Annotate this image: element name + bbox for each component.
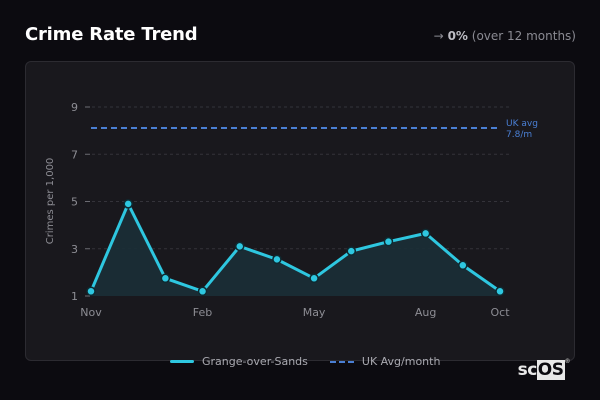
x-tick-label: May [303, 306, 326, 319]
y-tick-label: 1 [71, 290, 78, 303]
y-tick-label: 7 [71, 148, 78, 161]
series-line [89, 202, 501, 293]
data-point[interactable] [383, 236, 394, 247]
trend-arrow-icon: → [433, 29, 444, 43]
y-axis-label: Crimes per 1,000 [45, 158, 56, 245]
trend-change-period: (over 12 months) [471, 29, 576, 43]
legend-series-label: Grange-over-Sands [202, 355, 308, 368]
uk-avg-annotation: UK avg [506, 119, 538, 129]
y-tick-label: 5 [71, 196, 78, 209]
uk-avg-annotation-value: 7.8/m [506, 130, 532, 140]
solid-line-swatch-icon [170, 360, 194, 363]
trend-change-value: 0% [447, 29, 468, 43]
data-point[interactable] [458, 260, 468, 271]
legend-avg-label: UK Avg/month [361, 355, 441, 368]
data-point[interactable] [420, 228, 431, 239]
y-tick-label: 9 [71, 101, 78, 114]
data-point[interactable] [160, 273, 171, 284]
y-tick-label: 3 [71, 243, 78, 256]
logo-prefix: sc [517, 360, 538, 380]
x-tick-label: Feb [193, 306, 212, 319]
legend-item-series[interactable]: Grange-over-Sands [170, 355, 308, 368]
scos-logo: scOS® [517, 358, 571, 380]
data-point[interactable] [123, 199, 133, 209]
logo-boxed-text: OS [536, 360, 565, 380]
data-point[interactable] [272, 254, 282, 265]
legend-item-uk-avg[interactable]: UK Avg/month [329, 355, 441, 368]
chart-card [25, 61, 575, 361]
data-point[interactable] [346, 246, 357, 256]
series-area-fill [91, 203, 500, 296]
registered-mark-icon: ® [564, 358, 571, 365]
data-point[interactable] [86, 286, 96, 297]
data-point[interactable] [234, 241, 245, 252]
data-point[interactable] [495, 286, 505, 297]
dashed-line-swatch-icon [329, 360, 354, 363]
x-tick-label: Aug [415, 306, 436, 319]
chart-legend: Grange-over-Sands UK Avg/month [170, 355, 440, 368]
data-point[interactable] [197, 286, 208, 297]
data-point[interactable] [309, 273, 319, 284]
x-tick-label: Nov [80, 306, 102, 319]
x-tick-label: Oct [490, 306, 510, 319]
page-title: Crime Rate Trend [25, 24, 198, 45]
trend-change-summary: → 0% (over 12 months) [434, 29, 576, 43]
